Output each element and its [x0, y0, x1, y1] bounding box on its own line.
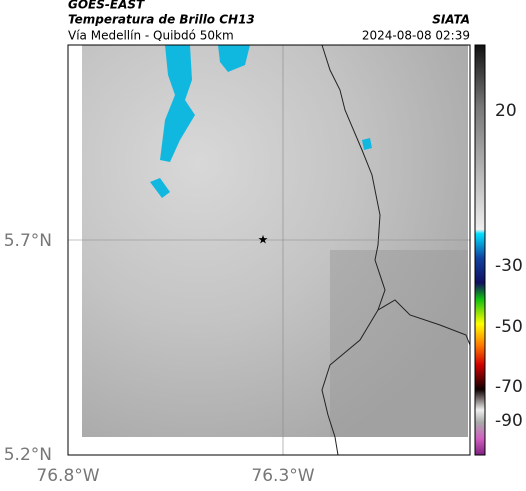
cold-cloud — [362, 138, 372, 150]
title: Temperatura de Brillo CH13 — [68, 13, 255, 27]
colorbar-label: 20 — [495, 101, 517, 121]
lon-label: 76.8°W — [36, 466, 99, 486]
warm-region — [330, 250, 468, 437]
subtitle: Vía Medellín - Quibdó 50km — [68, 29, 234, 43]
map-border — [67, 44, 471, 456]
cold-cloud — [218, 45, 250, 72]
colorbar-label: -30 — [495, 256, 523, 276]
source: GOES-EAST — [68, 0, 145, 12]
lon-label: 76.3°W — [251, 466, 314, 486]
location-star: ★ — [258, 233, 269, 247]
colorbar-scale — [474, 44, 486, 456]
border-line — [321, 44, 471, 456]
map-area: ★ — [67, 44, 471, 456]
cold-cloud — [160, 45, 195, 162]
brand: SIATA — [432, 13, 470, 27]
lat-label: 5.7°N — [4, 231, 52, 251]
colorbar: 20 -30 -50 -70 -90 — [474, 44, 523, 456]
colorbar-label: -70 — [495, 377, 523, 397]
timestamp: 2024-08-08 02:39 — [362, 29, 470, 43]
colorbar-label: -90 — [495, 411, 523, 431]
colorbar-label: -50 — [495, 317, 523, 337]
cold-cloud — [150, 178, 170, 198]
lat-label: 5.2°N — [4, 445, 52, 465]
